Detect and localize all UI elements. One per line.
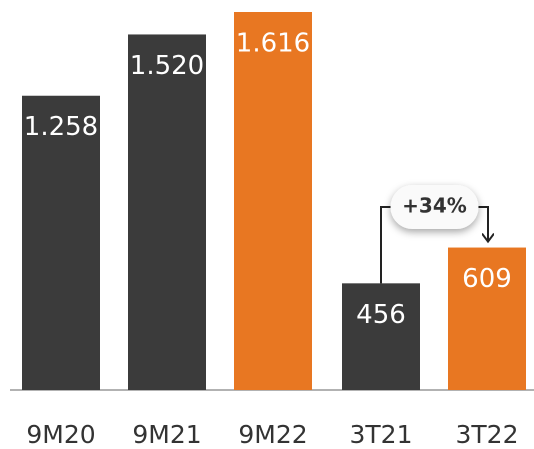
value-label: 1.258 <box>24 112 98 142</box>
x-tick-label: 3T21 <box>350 420 413 449</box>
x-tick-label: 3T22 <box>456 420 519 449</box>
value-label: 609 <box>462 264 512 294</box>
bar <box>22 95 100 390</box>
value-label: 456 <box>356 300 406 330</box>
bar <box>128 34 206 390</box>
value-label: 1.520 <box>130 51 204 81</box>
x-tick-label: 9M22 <box>238 420 307 449</box>
x-tick-label: 9M20 <box>26 420 95 449</box>
annotation: +34% <box>402 194 467 218</box>
value-label: 1.616 <box>236 29 310 59</box>
x-tick-label: 9M21 <box>132 420 201 449</box>
bar <box>448 247 526 390</box>
bar <box>234 12 312 390</box>
annotation-pill <box>390 185 479 229</box>
bar <box>342 283 420 390</box>
